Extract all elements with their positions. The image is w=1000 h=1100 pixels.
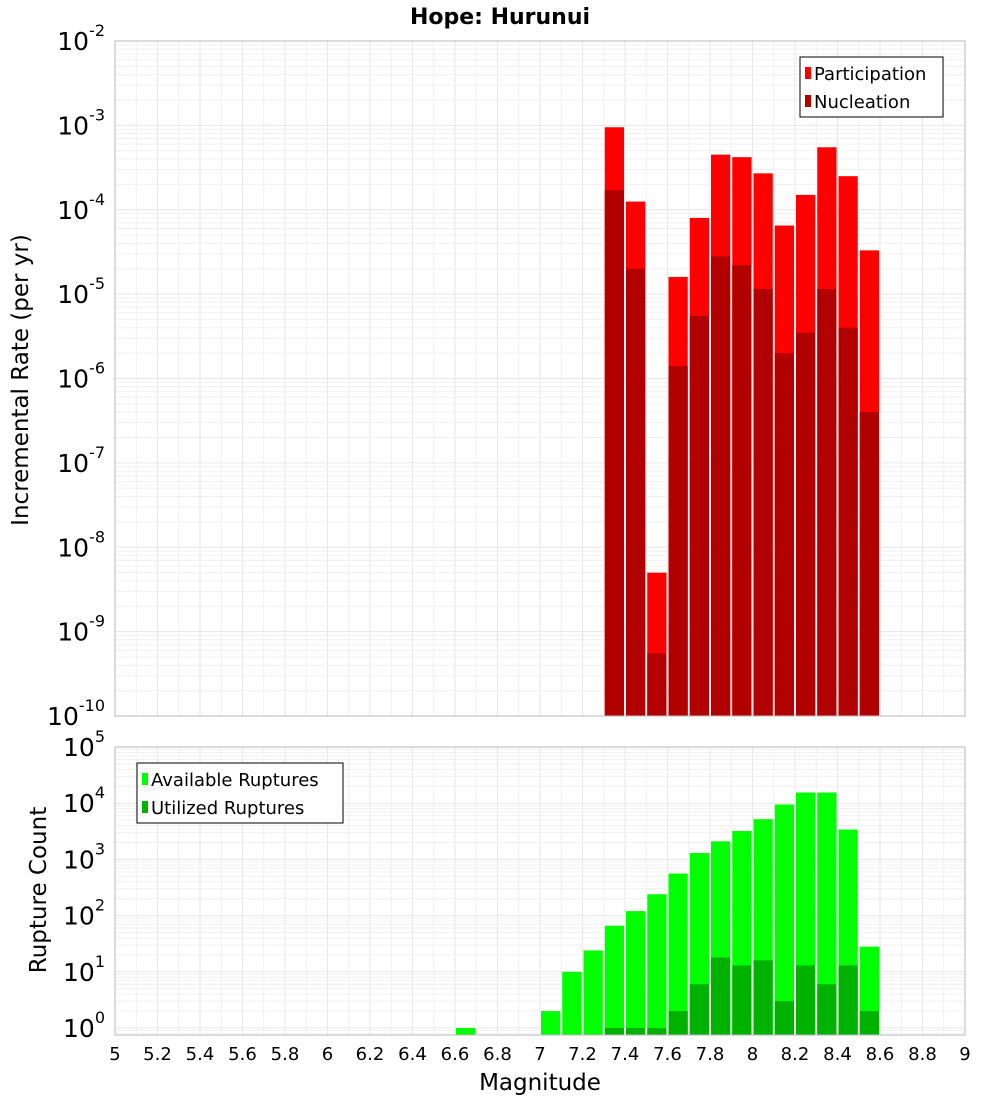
bottom-plot-panel: 100 101 102 103 104 105 Available Ruptures Util… xyxy=(63,727,971,1065)
top-y-tick-label: 10-4 xyxy=(57,190,105,225)
bottom-bar-utilized-ruptures xyxy=(647,1027,667,1035)
bottom-bar-utilized-ruptures xyxy=(689,984,709,1035)
bottom-y-axis-label: Rupture Count xyxy=(26,807,52,973)
top-plot-frame xyxy=(114,40,966,717)
bottom-bar-available-ruptures xyxy=(774,804,794,1035)
x-tick-label: 7.4 xyxy=(611,1044,640,1065)
x-tick-label: 5 xyxy=(109,1044,120,1065)
bottom-bar-utilized-ruptures xyxy=(626,1027,646,1035)
top-bar-nucleation xyxy=(774,353,794,716)
bottom-bar-utilized-ruptures xyxy=(711,957,731,1035)
x-tick-label: 8.8 xyxy=(908,1044,937,1065)
bottom-y-tick-label: 105 xyxy=(63,727,105,762)
bottom-bar-utilized-ruptures xyxy=(859,1011,879,1035)
top-legend xyxy=(799,56,944,118)
bottom-legend-label: Available Ruptures xyxy=(151,770,319,791)
top-y-tick-label: 10-2 xyxy=(57,21,105,56)
x-tick-label: 5.2 xyxy=(143,1044,172,1065)
x-tick-label: 8.2 xyxy=(781,1044,810,1065)
top-legend-swatch xyxy=(805,95,811,107)
bottom-bar-available-ruptures xyxy=(541,1011,561,1035)
top-bar-nucleation xyxy=(604,190,624,716)
top-legend-label: Participation xyxy=(814,64,926,85)
top-plot-panel: 10-10 10-9 10-8 10-7 10-6 10-5 10-4 10-3 10-2 Par… xyxy=(47,21,966,731)
top-y-tick-label: 10-6 xyxy=(57,359,105,394)
bottom-bar-available-ruptures xyxy=(668,873,688,1035)
bottom-bar-utilized-ruptures xyxy=(774,1001,794,1035)
top-bar-nucleation xyxy=(796,332,816,716)
top-bar-nucleation xyxy=(689,316,709,716)
x-tick-label: 7 xyxy=(534,1044,545,1065)
top-y-tick-label: 10-5 xyxy=(57,274,105,309)
top-bar-nucleation xyxy=(668,366,688,716)
bottom-bar-available-ruptures xyxy=(604,925,624,1035)
bottom-bar-available-ruptures xyxy=(817,792,837,1035)
top-bar-nucleation xyxy=(711,256,731,716)
x-tick-label: 5.6 xyxy=(228,1044,257,1065)
bottom-bar-utilized-ruptures xyxy=(668,1011,688,1035)
bottom-bar-utilized-ruptures xyxy=(753,960,773,1035)
bottom-bar-utilized-ruptures xyxy=(817,984,837,1035)
top-bar-nucleation xyxy=(647,653,667,716)
top-legend-swatch xyxy=(805,67,811,79)
x-axis-label: Magnitude xyxy=(479,1070,601,1096)
bottom-y-tick-label: 101 xyxy=(63,952,105,987)
bottom-y-tick-label: 103 xyxy=(63,839,105,874)
bottom-legend xyxy=(136,762,344,824)
top-bar-nucleation xyxy=(859,412,879,716)
x-tick-label: 6 xyxy=(322,1044,333,1065)
chart-title: Hope: Hurunui xyxy=(410,5,590,30)
x-tick-label: 7.2 xyxy=(568,1044,597,1065)
top-y-tick-label: 10-8 xyxy=(57,527,105,562)
bottom-bar-utilized-ruptures xyxy=(732,965,752,1035)
top-bar-nucleation xyxy=(838,327,858,716)
x-tick-label: 7.8 xyxy=(696,1044,725,1065)
top-y-tick-label: 10-7 xyxy=(57,443,105,478)
bottom-bar-utilized-ruptures xyxy=(604,1027,624,1035)
bottom-bar-available-ruptures xyxy=(583,950,603,1035)
bottom-y-tick-label: 102 xyxy=(63,896,105,931)
bottom-bar-available-ruptures xyxy=(456,1027,476,1035)
top-bar-nucleation xyxy=(626,268,646,716)
bottom-plot-frame xyxy=(114,746,966,1036)
bottom-legend-label: Utilized Ruptures xyxy=(151,798,304,819)
bottom-bar-available-ruptures xyxy=(626,911,646,1035)
bottom-bar-utilized-ruptures xyxy=(796,965,816,1035)
top-y-tick-label: 10-10 xyxy=(47,696,105,731)
top-bar-nucleation xyxy=(753,289,773,716)
bottom-legend-swatch xyxy=(142,801,148,813)
top-y-axis-label: Incremental Rate (per yr) xyxy=(8,234,34,526)
top-bar-nucleation xyxy=(817,289,837,716)
x-tick-label: 8.6 xyxy=(866,1044,895,1065)
x-tick-label: 5.8 xyxy=(271,1044,300,1065)
top-legend-label: Nucleation xyxy=(814,92,910,113)
top-y-tick-label: 10-9 xyxy=(57,612,105,647)
x-tick-label: 6.2 xyxy=(356,1044,385,1065)
x-tick-label: 5.4 xyxy=(186,1044,215,1065)
top-bar-nucleation xyxy=(732,265,752,716)
bottom-bar-utilized-ruptures xyxy=(838,965,858,1035)
bottom-bar-available-ruptures xyxy=(562,971,582,1035)
bottom-y-tick-label: 100 xyxy=(63,1008,105,1043)
top-y-tick-label: 10-3 xyxy=(57,105,105,140)
x-tick-label: 6.8 xyxy=(483,1044,512,1065)
bottom-y-tick-label: 104 xyxy=(63,783,105,818)
bottom-legend-swatch xyxy=(142,773,148,785)
bottom-bar-available-ruptures xyxy=(647,894,667,1035)
x-tick-label: 6.4 xyxy=(398,1044,427,1065)
x-tick-label: 8.4 xyxy=(823,1044,852,1065)
x-tick-label: 9 xyxy=(959,1044,970,1065)
x-tick-label: 7.6 xyxy=(653,1044,682,1065)
x-tick-label: 8 xyxy=(747,1044,758,1065)
x-tick-label: 6.6 xyxy=(441,1044,470,1065)
